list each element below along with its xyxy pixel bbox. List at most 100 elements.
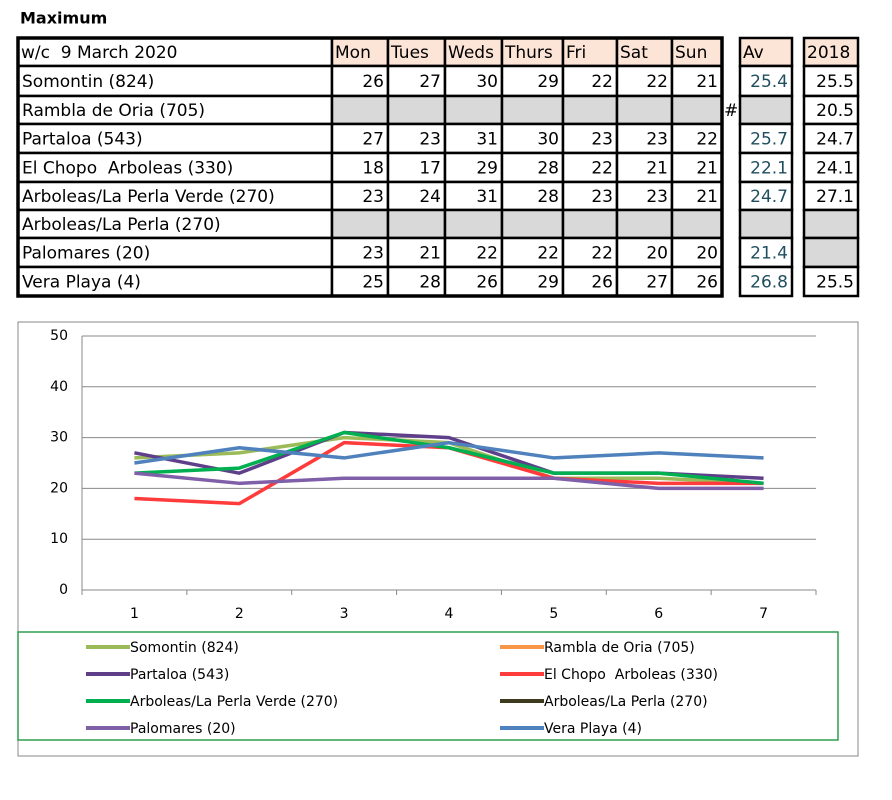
cell-value: 27 [646, 273, 668, 293]
cell-value: 31 [476, 187, 498, 207]
cell-value: 21 [419, 244, 441, 264]
row-name: El Chopo Arboleas (330) [22, 159, 233, 179]
cell-value: 26 [476, 273, 498, 293]
cell-value: 22 [696, 130, 718, 150]
name-cell [16, 151, 334, 184]
value-cell [561, 94, 619, 126]
x-tick-label: 5 [549, 606, 558, 622]
series-line [134, 471, 764, 491]
cell-mark: # [724, 101, 738, 121]
header-text: 2018 [807, 43, 850, 63]
row-name: Vera Playa (4) [22, 273, 141, 293]
chart-frame [17, 321, 859, 757]
prev-value: 24.1 [816, 159, 854, 179]
value-cell [386, 151, 447, 184]
value-cell [561, 151, 619, 184]
y-tick-label: 40 [50, 379, 68, 395]
cell-value: 23 [646, 187, 668, 207]
header-text: Sat [620, 43, 648, 63]
cell-value: 28 [537, 187, 559, 207]
cell-value: 30 [537, 130, 559, 150]
value-cell [670, 265, 724, 298]
cell-value: 23 [362, 187, 384, 207]
value-cell [500, 208, 565, 240]
x-tick-label: 2 [235, 606, 244, 622]
row-name: Partaloa (543) [22, 130, 143, 150]
value-cell [386, 208, 447, 240]
cell-value: 22 [591, 159, 613, 179]
table-border [16, 36, 724, 298]
prev-cell [802, 236, 860, 269]
x-tick-label: 3 [340, 606, 349, 622]
header-text: Mon [335, 43, 371, 63]
cell-value: 24 [419, 187, 441, 207]
av-cell [738, 64, 794, 98]
value-cell [670, 94, 724, 126]
header-cell [738, 36, 794, 68]
av-value: 25.7 [750, 130, 788, 150]
av-value: 25.4 [750, 72, 788, 92]
cell-value: 21 [696, 187, 718, 207]
header-text: Weds [448, 43, 494, 63]
legend-label: El Chopo Arboleas (330) [544, 667, 718, 683]
name-cell [16, 208, 334, 240]
series-line [134, 430, 764, 486]
cell-value: 29 [476, 159, 498, 179]
cell-value: 22 [646, 72, 668, 92]
row-name: Arboleas/La Perla (270) [22, 215, 221, 235]
y-tick-label: 0 [59, 582, 68, 598]
value-cell [615, 64, 674, 98]
value-cell [561, 180, 619, 212]
cell-value: 25 [362, 273, 384, 293]
cell-value: 17 [419, 159, 441, 179]
cell-value: 20 [696, 244, 718, 264]
cell-value: 28 [419, 273, 441, 293]
header-text: Fri [566, 43, 586, 63]
av-cell [738, 208, 794, 240]
cell-value: 23 [419, 130, 441, 150]
row-name: Arboleas/La Perla Verde (270) [22, 187, 275, 207]
y-tick-label: 20 [50, 480, 68, 496]
cell-value: 22 [476, 244, 498, 264]
cell-value: 20 [646, 244, 668, 264]
y-tick-label: 30 [50, 430, 68, 446]
value-cell [561, 208, 619, 240]
prev-cell [802, 265, 860, 298]
av-value: 22.1 [750, 159, 788, 179]
cell-value: 22 [537, 244, 559, 264]
x-tick-label: 4 [445, 606, 454, 622]
y-tick-label: 10 [50, 531, 68, 547]
cell-value: 29 [537, 72, 559, 92]
series-line [134, 440, 764, 465]
prev-cell [802, 64, 860, 98]
header-text: Av [743, 43, 764, 63]
cell-value: 26 [362, 72, 384, 92]
cell-value: 29 [537, 273, 559, 293]
series-line [134, 430, 764, 480]
cell-value: 21 [696, 72, 718, 92]
series-line [134, 435, 764, 486]
value-cell [500, 94, 565, 126]
value-cell [615, 208, 674, 240]
value-cell [443, 208, 504, 240]
row-name: Somontin (824) [22, 72, 154, 92]
cell-value: 23 [591, 187, 613, 207]
x-tick-label: 6 [654, 606, 663, 622]
value-cell [330, 94, 390, 126]
prev-value: 25.5 [816, 72, 854, 92]
cell-value: 26 [591, 273, 613, 293]
value-cell [561, 265, 619, 298]
legend-label: Palomares (20) [130, 721, 236, 737]
legend-label: Arboleas/La Perla Verde (270) [130, 694, 338, 710]
cell-value: 18 [362, 159, 384, 179]
header-text: Tues [390, 43, 429, 63]
value-cell [561, 236, 619, 269]
legend-label: Rambla de Oria (705) [544, 640, 695, 656]
cell-value: 22 [591, 244, 613, 264]
value-cell [443, 94, 504, 126]
prev-value: 25.5 [816, 273, 854, 293]
av-value: 24.7 [750, 187, 788, 207]
cell-value: 27 [419, 72, 441, 92]
